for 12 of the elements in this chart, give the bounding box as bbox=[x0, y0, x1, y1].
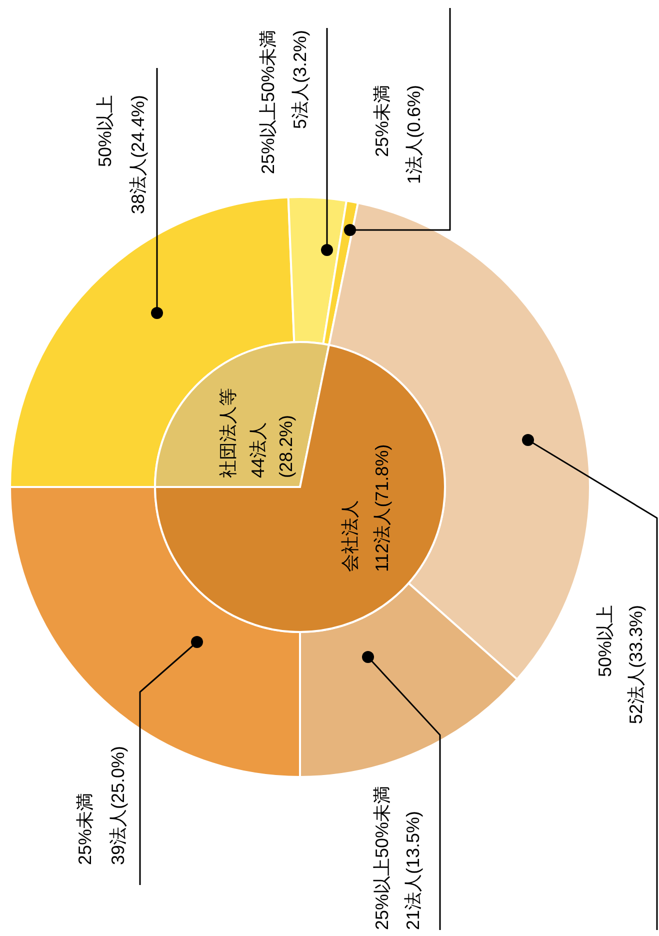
slice-label: 25%未満 bbox=[75, 792, 95, 865]
data-label: 44法人 (28.2%) bbox=[248, 414, 296, 478]
data-label: 39法人(25.0%) bbox=[108, 746, 128, 865]
slice-label: 50%以上 bbox=[95, 95, 115, 168]
slice-label: 25%以上50%未満 bbox=[372, 786, 392, 930]
slice-label: 25%以上50%未満 bbox=[258, 30, 278, 174]
data-label: 38法人(24.4%) bbox=[128, 95, 148, 214]
data-label: 5法人(3.2%) bbox=[290, 30, 310, 130]
slice-label: 会社法人 bbox=[340, 500, 360, 572]
slice-label: 社団法人等 bbox=[218, 388, 238, 478]
data-label: 21法人(13.5%) bbox=[403, 810, 423, 930]
data-label: 112法人(71.8%) bbox=[372, 444, 392, 572]
